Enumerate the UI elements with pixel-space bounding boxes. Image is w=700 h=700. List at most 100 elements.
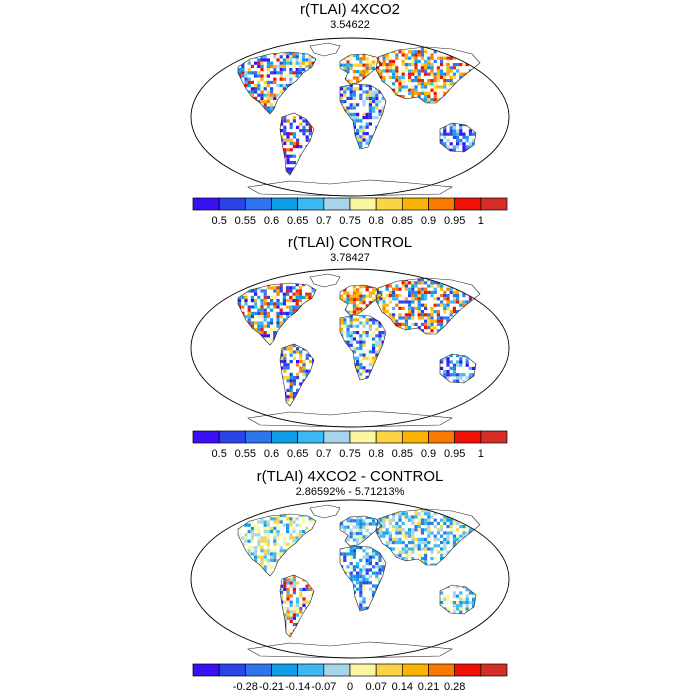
colorbar-box <box>401 430 429 444</box>
colorbar-tick-label: 0.95 <box>444 448 465 460</box>
colorbar-box <box>218 663 246 677</box>
asia-outline <box>375 277 481 335</box>
world-map <box>190 499 510 659</box>
europe-outline <box>339 53 383 85</box>
africa-outline <box>339 83 387 150</box>
colorbar-box <box>454 197 482 211</box>
panel-subtitle: 2.86592% - 5.71213% <box>295 486 405 498</box>
colorbar-tick-label: -0.28 <box>233 681 258 693</box>
colorbar-box <box>323 663 351 677</box>
colorbar-tick-label: 0.28 <box>444 681 465 693</box>
south-america-outline <box>279 112 315 176</box>
field-australia <box>440 123 476 152</box>
panel-subtitle: 3.78427 <box>330 252 370 264</box>
colorbar-box <box>297 430 325 444</box>
field-south-america <box>280 575 314 637</box>
field-south-america <box>280 344 314 406</box>
colorbar-tick-label: 1 <box>478 448 484 460</box>
colorbar-box <box>428 663 456 677</box>
greenland-outline <box>309 504 341 519</box>
colorbar-box <box>428 197 456 211</box>
colorbar-tick-label: 0.7 <box>316 215 331 227</box>
north-america-outline <box>237 513 317 577</box>
colorbar-box <box>480 430 508 444</box>
panel-title: r(TLAI) 4XCO2 - CONTROL <box>256 468 444 485</box>
colorbar-tick-label: 0.85 <box>392 448 413 460</box>
colorbar-tick-label: 0.8 <box>369 215 384 227</box>
colorbar-tick-label: 1 <box>478 215 484 227</box>
colorbar-box <box>244 663 272 677</box>
world-map <box>190 37 510 197</box>
australia-outline <box>439 122 477 153</box>
colorbar: 0.5 0.55 0.6 0.65 0.7 0.75 0.8 0.85 0.9 0.95 1 <box>192 197 508 227</box>
colorbar-box <box>218 197 246 211</box>
colorbar-tick-label: 0.8 <box>369 448 384 460</box>
colorbar-box <box>454 663 482 677</box>
south-america-outline <box>279 574 315 638</box>
field-asia <box>376 278 480 334</box>
field-north-america <box>238 514 316 576</box>
africa-outline <box>339 314 387 381</box>
colorbar: 0.5 0.55 0.6 0.65 0.7 0.75 0.8 0.85 0.9 0.95 1 <box>192 430 508 460</box>
north-america-outline <box>237 282 317 346</box>
panel-subtitle: 3.54622 <box>330 19 370 31</box>
colorbar-tick-label: -0.14 <box>285 681 310 693</box>
colorbar-tick-label: 0.07 <box>365 681 386 693</box>
colorbar-box <box>349 663 377 677</box>
africa-outline <box>339 545 387 612</box>
colorbar-box <box>297 663 325 677</box>
colorbar-tick-label: 0.65 <box>287 215 308 227</box>
colorbar-box <box>244 197 272 211</box>
south-america-outline <box>279 343 315 407</box>
europe-outline <box>339 515 383 547</box>
colorbar-tick-label: -0.07 <box>311 681 336 693</box>
colorbar-box <box>375 663 403 677</box>
map-fill <box>238 47 480 175</box>
north-america-outline <box>237 51 317 115</box>
colorbar-tick-label: 0.14 <box>392 681 413 693</box>
colorbar-box <box>323 430 351 444</box>
panel-title: r(TLAI) CONTROL <box>287 234 413 251</box>
colorbar-box <box>480 663 508 677</box>
colorbar-box <box>297 197 325 211</box>
australia-outline <box>439 353 477 384</box>
map-frame <box>190 37 510 197</box>
colorbar-tick-label: 0.9 <box>421 448 436 460</box>
field-south-america <box>280 113 314 175</box>
map-frame <box>190 499 510 659</box>
colorbar-box <box>401 663 429 677</box>
colorbar-box <box>375 197 403 211</box>
field-north-america <box>238 283 316 345</box>
colorbar-box <box>375 430 403 444</box>
colorbar-tick-label: 0.6 <box>264 448 279 460</box>
colorbar-box <box>271 197 299 211</box>
colorbar-box <box>218 430 246 444</box>
colorbar-tick-label: 0.9 <box>421 215 436 227</box>
asia-outline <box>375 46 481 104</box>
colorbar-box <box>192 197 220 211</box>
field-asia <box>376 509 480 565</box>
map-fill <box>238 509 480 637</box>
world-map <box>190 268 510 428</box>
colorbar-tick-label: 0.6 <box>264 215 279 227</box>
colorbar-box <box>323 197 351 211</box>
field-asia <box>376 47 480 103</box>
colorbar-box <box>428 430 456 444</box>
panel-title: r(TLAI) 4XCO2 <box>299 1 401 18</box>
colorbar-tick-label: 0.5 <box>212 448 227 460</box>
colorbar-box <box>244 430 272 444</box>
colorbar-box <box>401 197 429 211</box>
colorbar-tick-label: 0.55 <box>235 215 256 227</box>
colorbar-tick-label: 0.5 <box>212 215 227 227</box>
field-australia <box>440 585 476 614</box>
europe-outline <box>339 284 383 316</box>
colorbar-tick-label: 0.65 <box>287 448 308 460</box>
map-frame <box>190 268 510 428</box>
colorbar-box <box>480 197 508 211</box>
colorbar-box <box>349 197 377 211</box>
colorbar-tick-label: 0.95 <box>444 215 465 227</box>
colorbar-tick-label: 0.75 <box>339 448 360 460</box>
australia-outline <box>439 584 477 615</box>
field-north-america <box>238 52 316 114</box>
colorbar-tick-label: 0 <box>347 681 353 693</box>
